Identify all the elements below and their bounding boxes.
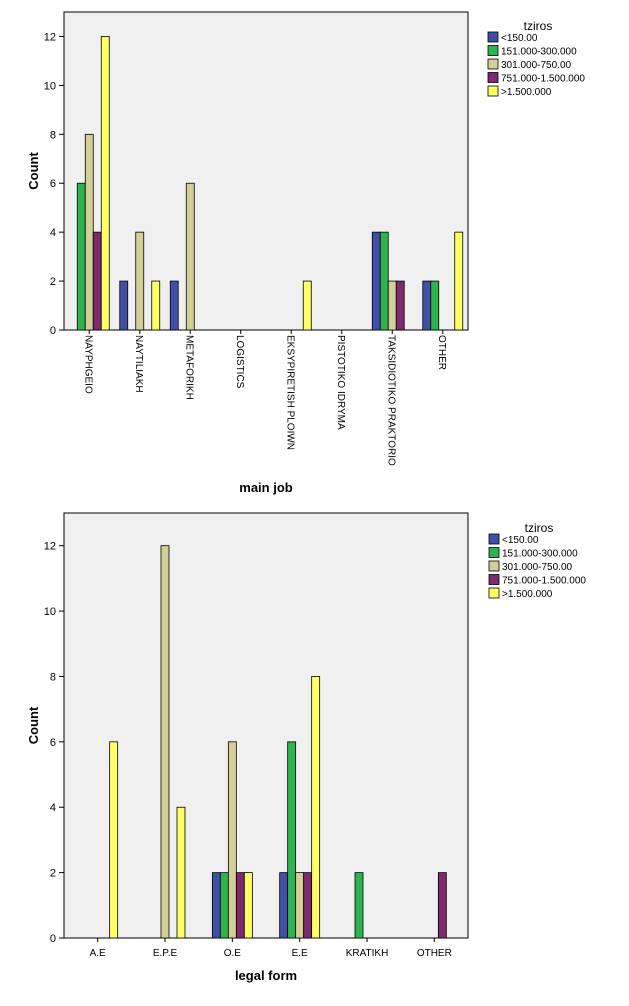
y-tick-label: 6 [50,178,56,190]
legend-label: >1.500.000 [501,87,552,98]
y-tick-label: 0 [50,933,56,945]
legend-swatch [487,58,499,70]
bar [279,872,289,939]
bar [295,872,305,939]
legend-label: 751.000-1.500.000 [502,576,586,587]
legend-swatch [487,31,499,43]
bar [302,280,312,331]
bar [387,280,397,331]
bar [395,280,405,331]
x-tick-label: EKSYPIRETISH PLOIWN [284,335,295,450]
bar [169,280,179,331]
x-axis-title: legal form [235,968,297,983]
bar [371,231,381,331]
x-tick-label: OTHER [417,948,452,959]
bar [303,872,313,939]
bar [92,231,102,331]
bar [151,280,161,331]
y-tick-label: 2 [50,276,56,288]
x-tick-label: PISTOTIKO IDRYMA [335,335,346,430]
plot-area [63,512,469,939]
legend-label: <150.00 [502,535,539,546]
bar [354,872,364,939]
legend-label: <150.00 [501,33,538,44]
legend-label: 751.000-1.500.000 [501,74,585,85]
x-tick-label: NAYTILIAKH [133,335,144,393]
x-tick-label: LOGISTICS [234,335,245,389]
x-tick-label: O.E [224,948,242,959]
bar [119,280,129,331]
legend: tziros<150.00 151.000-300.000 301.000-750.… [487,19,585,98]
y-tick-label: 12 [44,541,56,553]
bar [227,741,237,939]
legend-label: 301.000-750.00 [502,562,573,573]
legend-label: 301.000-750.00 [501,60,572,71]
legend-swatch [488,560,500,572]
bar [311,676,321,939]
legend-swatch [488,587,500,599]
bar [422,280,432,331]
legend-title: tziros [525,521,554,535]
y-tick-label: 10 [44,80,56,92]
y-axis-title: Count [26,706,41,744]
y-tick-label: 8 [50,129,56,141]
y-axis-title: Count [26,152,41,190]
bar [219,872,229,939]
legend-swatch [488,547,500,558]
legend-label: 151.000-300.000 [501,47,577,58]
legend-swatch [487,85,499,97]
y-tick-label: 4 [50,802,56,814]
legend-title: tziros [524,19,553,33]
x-tick-label: E.E [292,948,308,959]
y-tick-label: 6 [50,737,56,749]
y-tick-label: 10 [44,606,56,618]
y-tick-label: 12 [44,31,56,43]
x-tick-label: TAKSIDIOTIKO PRAKTORIO [385,335,396,466]
x-tick-label: OTHER [436,335,447,370]
bar [287,741,297,939]
bar [76,182,86,331]
x-tick-label: METAFORIKH [183,335,194,400]
y-tick-label: 0 [50,325,56,337]
chart-1: 0 2 4 6 8 10 12 NAYPHGEIO NAYTILIAKH METAFORIKH LO… [26,11,585,495]
legend-swatch [488,533,500,545]
bar [185,182,195,331]
bar [430,280,440,331]
legend-swatch [488,574,500,585]
x-axis-title: main job [239,480,293,495]
legend-swatch [487,72,499,83]
bar [160,545,170,939]
bar [84,133,94,331]
bar [176,806,186,939]
bar [379,231,389,331]
bar [243,872,253,939]
x-tick-label: E.P.E [153,948,178,959]
y-tick-label: 4 [50,227,56,239]
legend-label: 151.000-300.000 [502,549,578,560]
bar [235,872,245,939]
bar [135,231,145,331]
y-tick-label: 2 [50,868,56,880]
chart-2: 0 2 4 6 8 10 12 A.E E.P.E O.E E.E KRATIKH OTHER legal… [26,512,586,983]
legend: tziros<150.00 151.000-300.000 301.000-750.… [488,521,586,600]
plot-area [63,11,469,331]
legend-label: >1.500.000 [502,589,553,600]
y-tick-label: 8 [50,671,56,683]
x-tick-label: A.E [90,948,106,959]
bar [454,231,464,331]
x-tick-label: NAYPHGEIO [82,335,93,394]
x-tick-label: KRATIKH [346,948,389,959]
bar [211,872,221,939]
bar [109,741,119,939]
legend-swatch [487,45,499,56]
bar [100,36,110,331]
bar [437,872,447,939]
